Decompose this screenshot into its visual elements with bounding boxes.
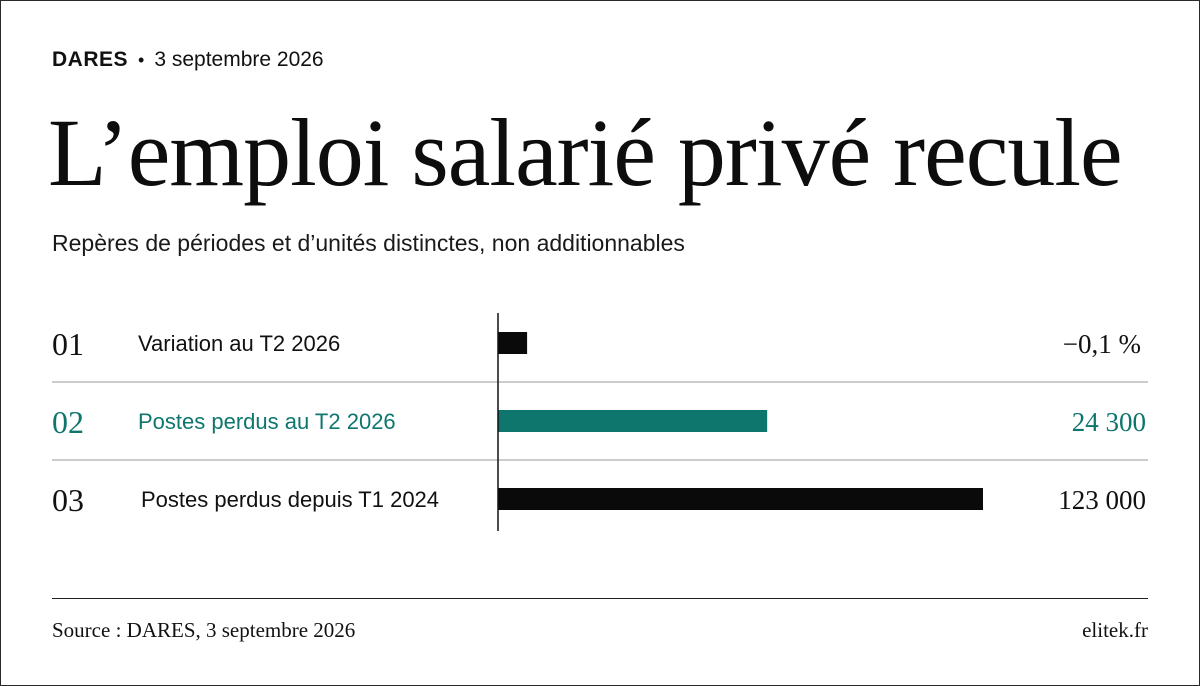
row-index-01: 01 [52,326,84,362]
kicker: DARES • 3 septembre 2026 [52,48,324,72]
source-label: DARES [52,48,129,71]
publication-date: 3 septembre 2026 [154,48,324,71]
bar-03 [498,488,983,510]
value-label-02: 24 300 [1072,407,1146,437]
footer-site: elitek.fr [1082,618,1148,642]
row-label-02: Postes perdus au T2 2026 [138,409,396,434]
row-index-02: 02 [52,404,84,440]
row-index-03: 03 [52,482,84,518]
page-subtitle: Repères de périodes et d’unités distinct… [52,230,685,256]
bar-02 [498,410,768,432]
footer-source: Source : DARES, 3 septembre 2026 [52,618,356,642]
page-title: L’emploi salarié privé recule [48,99,1123,206]
row-label-01: Variation au T2 2026 [138,331,340,356]
footer-divider [52,598,1148,599]
value-label-01: −0,1 % [1063,329,1141,359]
bar-01 [498,332,528,354]
value-label-03: 123 000 [1058,485,1146,515]
row-label-03: Postes perdus depuis T1 2024 [141,487,439,512]
bullet-separator: • [138,50,145,70]
